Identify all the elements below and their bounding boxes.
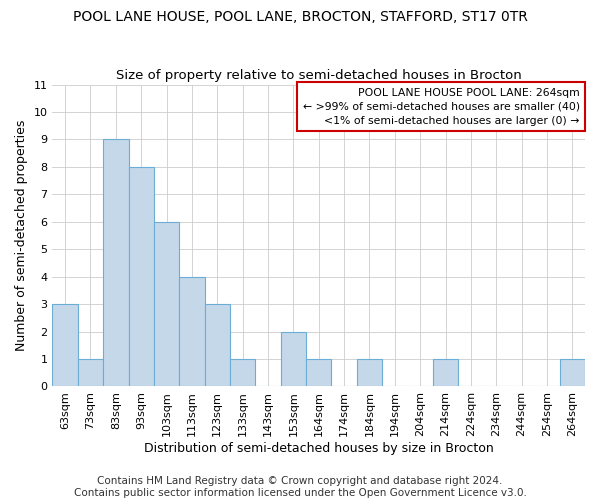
Bar — [128, 167, 154, 386]
Bar — [560, 359, 585, 386]
Bar — [357, 359, 382, 386]
Text: POOL LANE HOUSE POOL LANE: 264sqm
← >99% of semi-detached houses are smaller (40: POOL LANE HOUSE POOL LANE: 264sqm ← >99%… — [302, 88, 580, 126]
Text: Contains HM Land Registry data © Crown copyright and database right 2024.
Contai: Contains HM Land Registry data © Crown c… — [74, 476, 526, 498]
Bar — [281, 332, 306, 386]
Bar — [230, 359, 256, 386]
Bar — [154, 222, 179, 386]
Text: POOL LANE HOUSE, POOL LANE, BROCTON, STAFFORD, ST17 0TR: POOL LANE HOUSE, POOL LANE, BROCTON, STA… — [73, 10, 527, 24]
Bar — [103, 140, 128, 386]
Y-axis label: Number of semi-detached properties: Number of semi-detached properties — [15, 120, 28, 351]
X-axis label: Distribution of semi-detached houses by size in Brocton: Distribution of semi-detached houses by … — [144, 442, 494, 455]
Title: Size of property relative to semi-detached houses in Brocton: Size of property relative to semi-detach… — [116, 69, 521, 82]
Bar — [52, 304, 78, 386]
Bar — [306, 359, 331, 386]
Bar — [78, 359, 103, 386]
Bar — [179, 276, 205, 386]
Bar — [205, 304, 230, 386]
Bar — [433, 359, 458, 386]
